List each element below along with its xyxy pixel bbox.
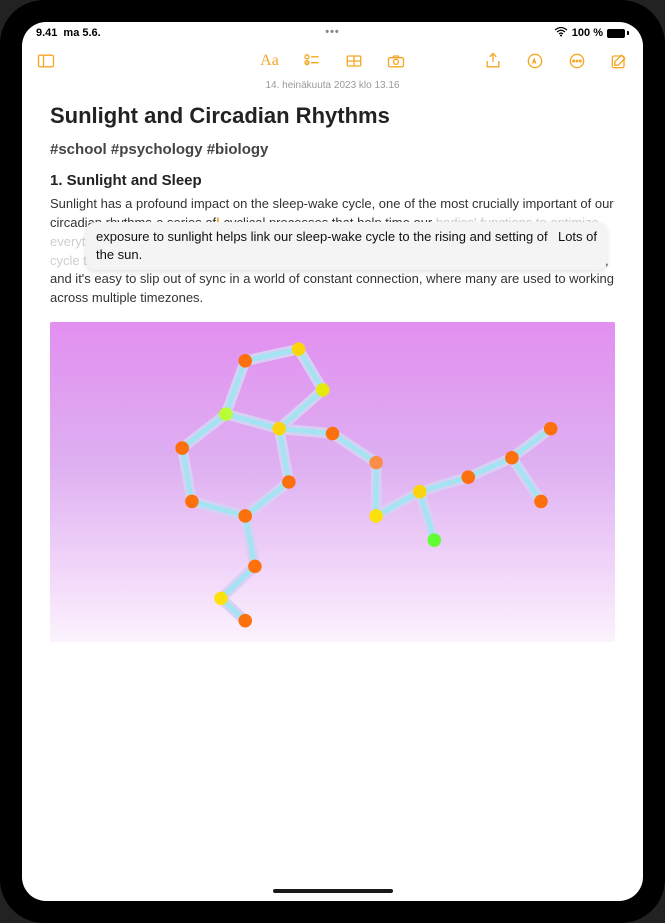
compose-icon[interactable] [609, 51, 629, 71]
toolbar: Aa [22, 44, 643, 78]
sidebar-toggle-icon[interactable] [36, 51, 56, 71]
note-timestamp: 14. heinäkuuta 2023 klo 13.16 [22, 80, 643, 91]
markup-circle-icon[interactable] [525, 51, 545, 71]
note-tags: #school #psychology #biology [50, 141, 615, 158]
screen: 9.41 ma 5.6. ••• 100 % [22, 22, 643, 901]
battery-percent: 100 % [572, 27, 603, 39]
text-format-icon[interactable]: Aa [260, 51, 280, 71]
wifi-icon [554, 27, 568, 40]
section-heading: 1. Sunlight and Sleep [50, 172, 615, 189]
home-indicator[interactable] [273, 889, 393, 893]
dragged-text-snippet[interactable]: Lots of exposure to sunlight helps link … [86, 222, 607, 270]
molecule-svg [50, 322, 615, 642]
status-date: ma 5.6. [63, 27, 100, 39]
checklist-icon[interactable] [302, 51, 322, 71]
snippet-lead: Lots of [558, 228, 597, 246]
table-icon[interactable] [344, 51, 364, 71]
status-bar: 9.41 ma 5.6. ••• 100 % [22, 22, 643, 44]
ipad-device-frame: 9.41 ma 5.6. ••• 100 % [0, 0, 665, 923]
note-content[interactable]: Sunlight and Circadian Rhythms #school #… [22, 91, 643, 654]
battery-icon [607, 29, 629, 38]
note-title: Sunlight and Circadian Rhythms [50, 103, 615, 129]
camera-icon[interactable] [386, 51, 406, 71]
more-icon[interactable] [567, 51, 587, 71]
molecule-image[interactable] [50, 322, 615, 642]
snippet-body: exposure to sunlight helps link our slee… [96, 229, 548, 262]
share-icon[interactable] [483, 51, 503, 71]
status-time: 9.41 [36, 27, 57, 39]
multitask-dots-icon[interactable]: ••• [325, 26, 340, 38]
